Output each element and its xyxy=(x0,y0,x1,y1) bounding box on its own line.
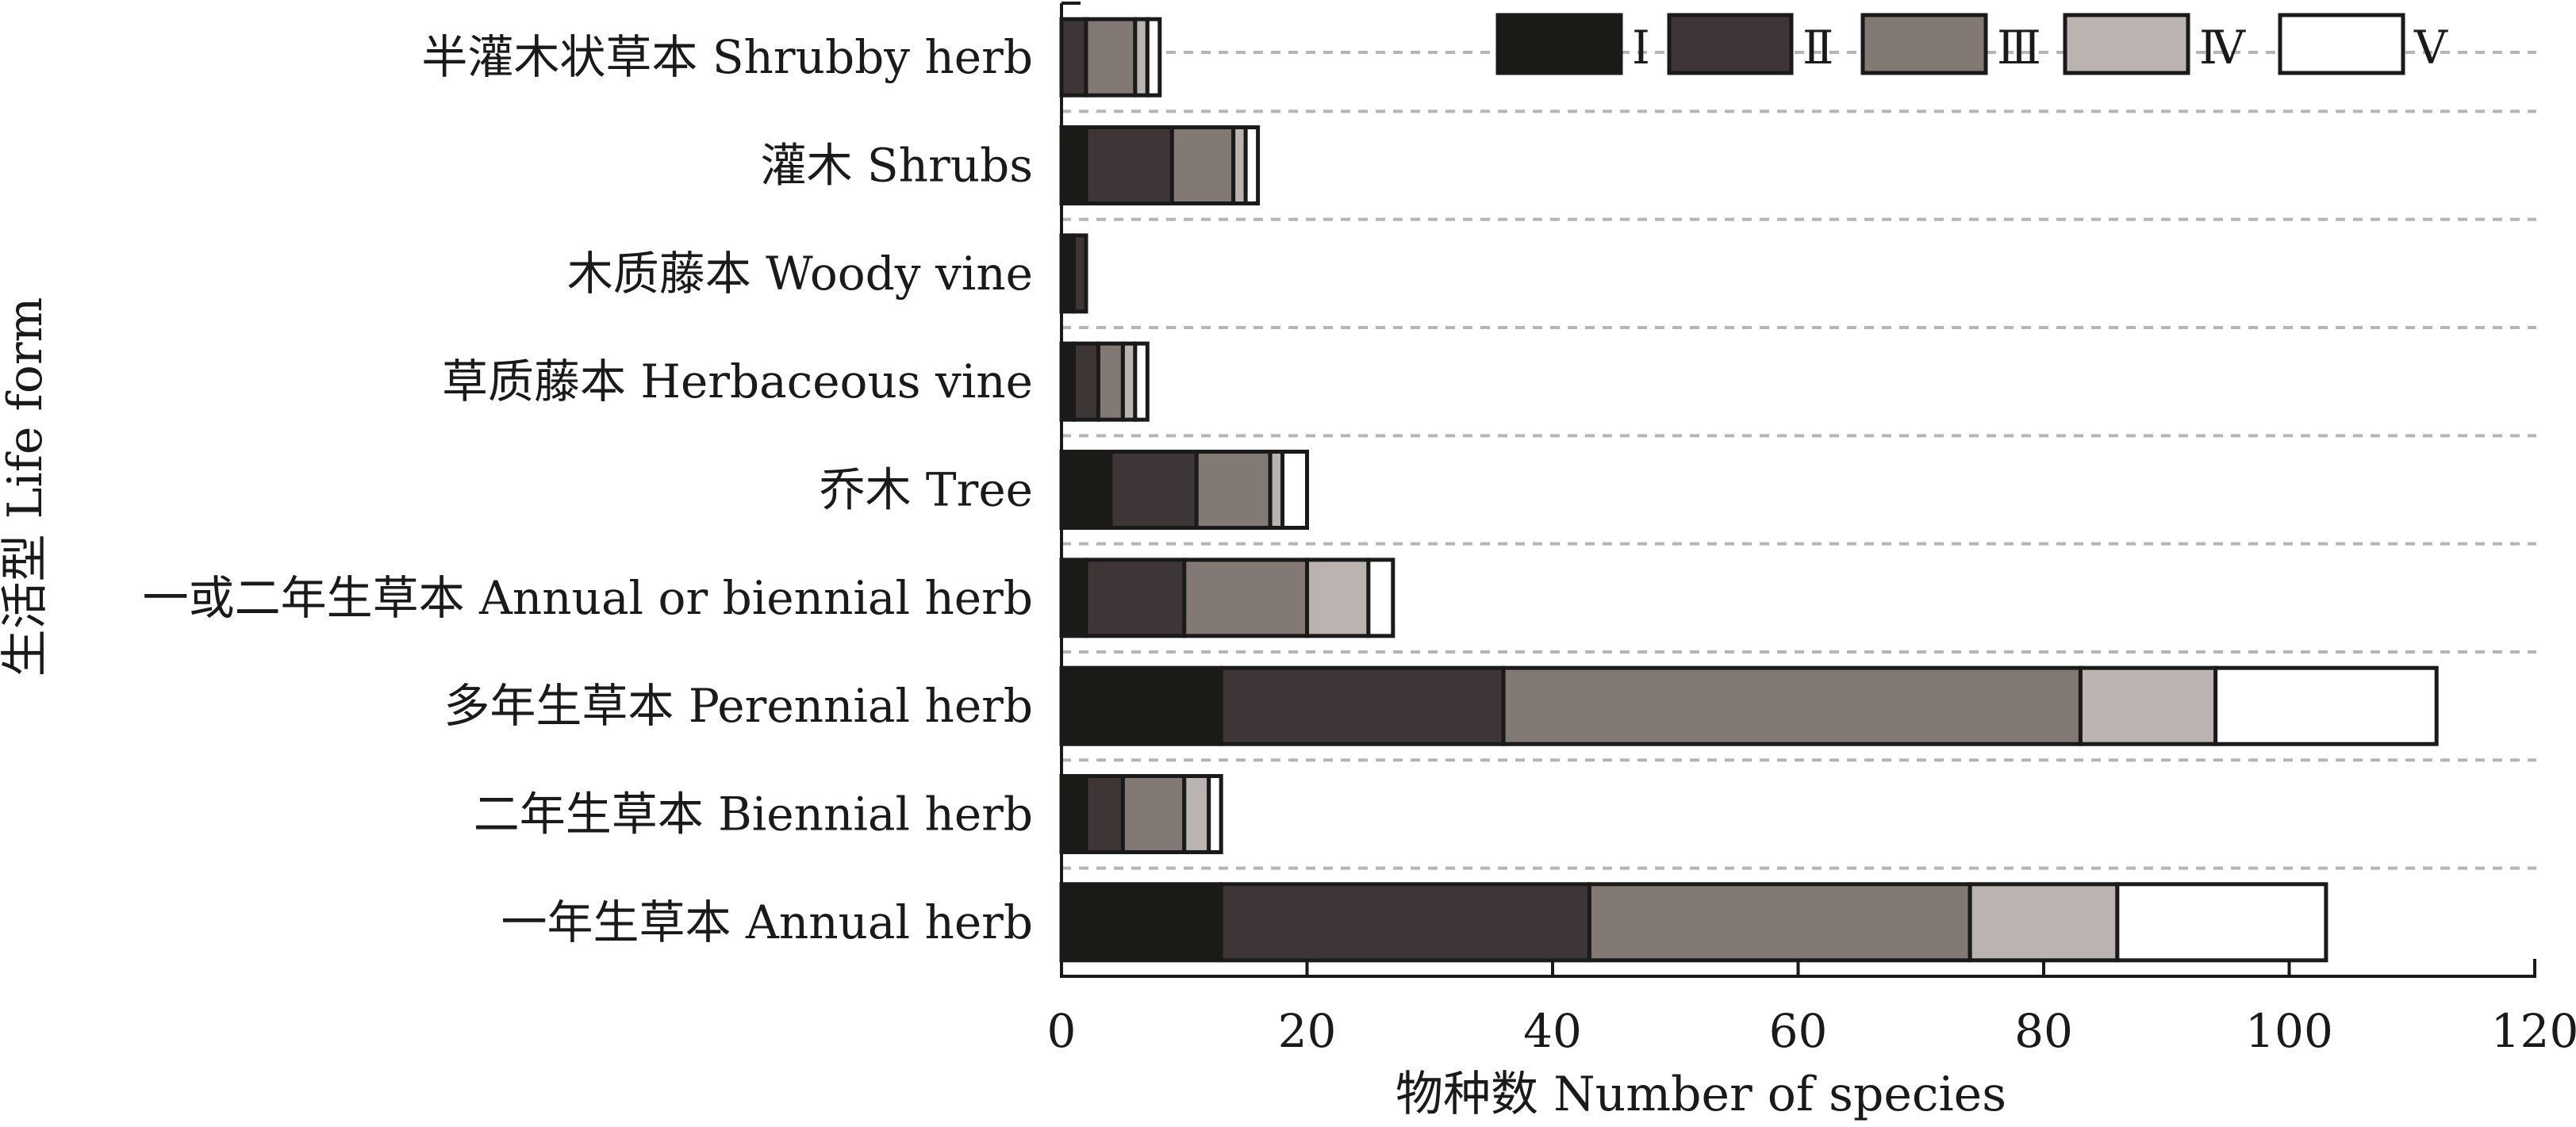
bar-segment xyxy=(1084,125,1174,205)
x-tick-label: 120 xyxy=(2491,1004,2576,1058)
bar-segment xyxy=(1133,341,1150,422)
bar-segment xyxy=(1182,558,1309,638)
bar-segment xyxy=(1169,125,1236,205)
legend-label: Ⅱ xyxy=(1802,21,1833,75)
bar-segment xyxy=(1096,341,1125,422)
bar-segment xyxy=(1501,665,2083,746)
legend-swatch xyxy=(2063,13,2190,75)
bar-segment xyxy=(1243,125,1261,205)
category-label: 一或二年生草本 Annual or biennial herb xyxy=(143,571,1033,625)
category-labels: 一年生草本 Annual herb 二年生草本 Biennial herb 多年生草… xyxy=(143,30,1033,949)
bar-segment xyxy=(1059,774,1088,854)
legend-swatch xyxy=(1495,13,1623,75)
legend-label: Ⅴ xyxy=(2413,21,2448,75)
legend-swatch xyxy=(1860,13,1988,75)
bar-segment xyxy=(1059,882,1223,963)
bar-segment xyxy=(2115,882,2328,963)
bar-segment xyxy=(1059,450,1113,530)
bar-segment xyxy=(1084,774,1125,854)
y-axis-title: 生活型 Life form xyxy=(0,297,53,677)
bar-segment xyxy=(2213,665,2439,746)
category-label: 灌木 Shrubs xyxy=(761,139,1034,193)
bars-layer xyxy=(1059,17,2439,963)
x-tick-label: 80 xyxy=(2014,1004,2073,1058)
legend-label: Ⅳ xyxy=(2199,21,2246,75)
category-label: 木质藤本 Woody vine xyxy=(567,247,1033,301)
x-ticks: 0 20 40 60 80 100 120 xyxy=(1047,959,2576,1058)
bar-segment xyxy=(1059,125,1088,205)
bar-segment xyxy=(1280,450,1310,530)
bar-segment xyxy=(1182,774,1211,854)
x-tick-label: 0 xyxy=(1047,1004,1077,1058)
x-tick-label: 100 xyxy=(2245,1004,2333,1058)
category-label: 多年生草本 Perennial herb xyxy=(443,679,1033,733)
legend-swatch xyxy=(1667,13,1794,75)
x-tick-label: 60 xyxy=(1769,1004,1828,1058)
grid-layer xyxy=(1061,51,2536,870)
bar-segment xyxy=(1071,233,1088,314)
category-label: 半灌木状草本 Shrubby herb xyxy=(421,30,1033,84)
bar-segment xyxy=(1145,17,1162,98)
bar-segment xyxy=(1587,882,1972,963)
category-label: 乔木 Tree xyxy=(820,463,1034,517)
bar-segment xyxy=(2078,665,2218,746)
bar-segment xyxy=(1194,450,1273,530)
bar-segment xyxy=(1207,774,1223,854)
legend-swatch xyxy=(2278,13,2405,75)
legend: Ⅰ Ⅱ Ⅲ Ⅳ Ⅴ xyxy=(1495,13,2448,75)
bar-segment xyxy=(1059,17,1088,98)
x-axis-title: 物种数 Number of species xyxy=(1395,1067,2006,1122)
bar-segment xyxy=(1084,558,1187,638)
x-tick-label: 20 xyxy=(1278,1004,1337,1058)
bar-segment xyxy=(1084,17,1138,98)
bar-segment xyxy=(1219,882,1591,963)
x-tick-label: 40 xyxy=(1523,1004,1582,1058)
bar-segment xyxy=(1059,665,1223,746)
category-label: 一年生草本 Annual herb xyxy=(501,895,1033,949)
legend-label: Ⅲ xyxy=(1997,21,2041,75)
bar-segment xyxy=(1305,558,1371,638)
category-label: 草质藤本 Herbaceous vine xyxy=(442,355,1033,408)
bar-segment xyxy=(1968,882,2120,963)
bar-segment xyxy=(1071,341,1100,422)
bar-segment xyxy=(1120,774,1187,854)
bar-segment xyxy=(1219,665,1506,746)
legend-label: Ⅰ xyxy=(1632,21,1650,75)
bar-segment xyxy=(1108,450,1199,530)
category-label: 二年生草本 Biennial herb xyxy=(474,788,1033,841)
bar-segment xyxy=(1059,558,1088,638)
bar-segment xyxy=(1366,558,1395,638)
